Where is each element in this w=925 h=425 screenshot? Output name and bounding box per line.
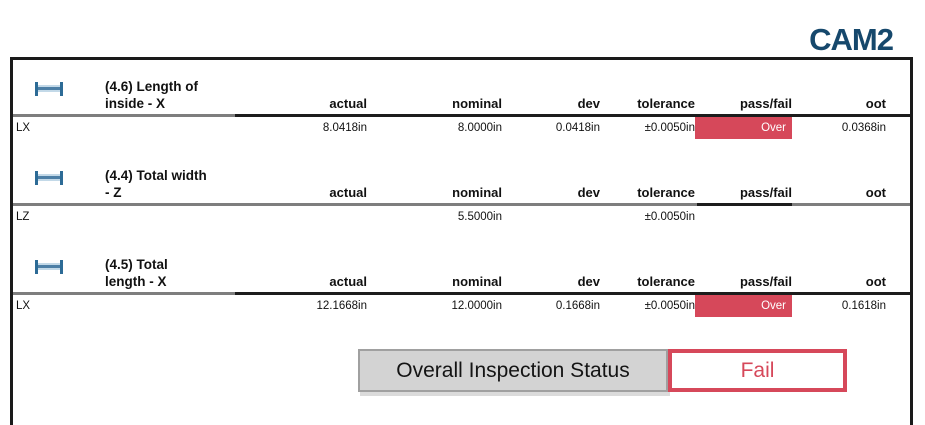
length-dimension-icon (35, 260, 63, 274)
cell-dev: 0.0418in (555, 122, 600, 134)
column-header-oot: oot (865, 274, 886, 289)
column-header-tolerance: tolerance (637, 274, 695, 289)
table-row: LX 12.1668in 12.0000in 0.1668in ±0.0050i… (13, 295, 910, 317)
section-title: (4.5) Total length - X (105, 256, 168, 290)
cell-oot (792, 206, 886, 228)
measurement-section-4-5: (4.5) Total length - X actual nominal de… (13, 256, 910, 317)
table-row: LX 8.0418in 8.0000in 0.0418in ±0.0050in … (13, 117, 910, 139)
column-header-tolerance: tolerance (637, 96, 695, 111)
table-row: LZ 5.5000in ±0.0050in (13, 206, 910, 228)
measurement-section-4-6: (4.6) Length of inside - X actual nomina… (13, 78, 910, 139)
column-header-actual: actual (329, 274, 367, 289)
column-header-dev: dev (577, 185, 600, 200)
section-title-line2: - Z (105, 185, 122, 200)
column-header-oot: oot (865, 185, 886, 200)
column-header-nominal: nominal (452, 96, 502, 111)
cell-passfail-over-badge: Over (695, 295, 792, 317)
column-header-dev: dev (577, 274, 600, 289)
section-header: (4.4) Total width - Z actual nominal dev… (13, 167, 910, 206)
section-header: (4.6) Length of inside - X actual nomina… (13, 78, 910, 117)
measurement-section-4-4: (4.4) Total width - Z actual nominal dev… (13, 167, 910, 228)
cell-tolerance: ±0.0050in (644, 211, 695, 223)
cell-actual (235, 206, 367, 228)
section-header: (4.5) Total length - X actual nominal de… (13, 256, 910, 295)
cam2-logo: CAM2 (809, 22, 894, 57)
length-dimension-icon (35, 171, 63, 185)
section-title-line1: (4.4) Total width (105, 168, 207, 183)
cell-dev (502, 206, 600, 228)
cell-nominal: 12.0000in (451, 300, 502, 312)
cell-passfail (695, 206, 792, 228)
report-frame: (4.6) Length of inside - X actual nomina… (10, 57, 913, 425)
cell-nominal: 5.5000in (457, 211, 502, 223)
section-title-cell: (4.5) Total length - X (13, 256, 235, 292)
section-title-cell: (4.4) Total width - Z (13, 167, 235, 203)
row-label: LX (16, 122, 31, 134)
column-header-actual: actual (329, 185, 367, 200)
cell-dev: 0.1668in (555, 300, 600, 312)
section-title-line1: (4.5) Total (105, 257, 168, 272)
row-label: LZ (16, 211, 30, 223)
column-header-passfail: pass/fail (739, 96, 792, 111)
cell-nominal: 8.0000in (457, 122, 502, 134)
column-header-tolerance: tolerance (637, 185, 695, 200)
column-header-nominal: nominal (452, 185, 502, 200)
section-title-line2: inside - X (105, 96, 166, 111)
column-header-nominal: nominal (452, 274, 502, 289)
cell-passfail-over-badge: Over (695, 117, 792, 139)
cell-actual: 12.1668in (316, 300, 367, 312)
column-header-actual: actual (329, 96, 367, 111)
column-header-dev: dev (577, 96, 600, 111)
overall-status-row: Overall Inspection Status Fail (358, 349, 910, 392)
cell-oot: 0.0368in (841, 122, 886, 134)
cell-tolerance: ±0.0050in (644, 122, 695, 134)
section-title: (4.6) Length of inside - X (105, 78, 198, 112)
column-header-passfail: pass/fail (739, 185, 792, 200)
section-title-line1: (4.6) Length of (105, 79, 198, 94)
cell-actual: 8.0418in (322, 122, 367, 134)
column-header-passfail: pass/fail (739, 274, 792, 289)
overall-status-label: Overall Inspection Status (358, 349, 668, 392)
row-label: LX (16, 300, 31, 312)
section-title: (4.4) Total width - Z (105, 167, 207, 201)
section-title-cell: (4.6) Length of inside - X (13, 78, 235, 114)
section-title-line2: length - X (105, 274, 167, 289)
overall-status-value-fail: Fail (668, 349, 847, 392)
cell-tolerance: ±0.0050in (644, 300, 695, 312)
cell-oot: 0.1618in (841, 300, 886, 312)
length-dimension-icon (35, 82, 63, 96)
column-header-oot: oot (865, 96, 886, 111)
